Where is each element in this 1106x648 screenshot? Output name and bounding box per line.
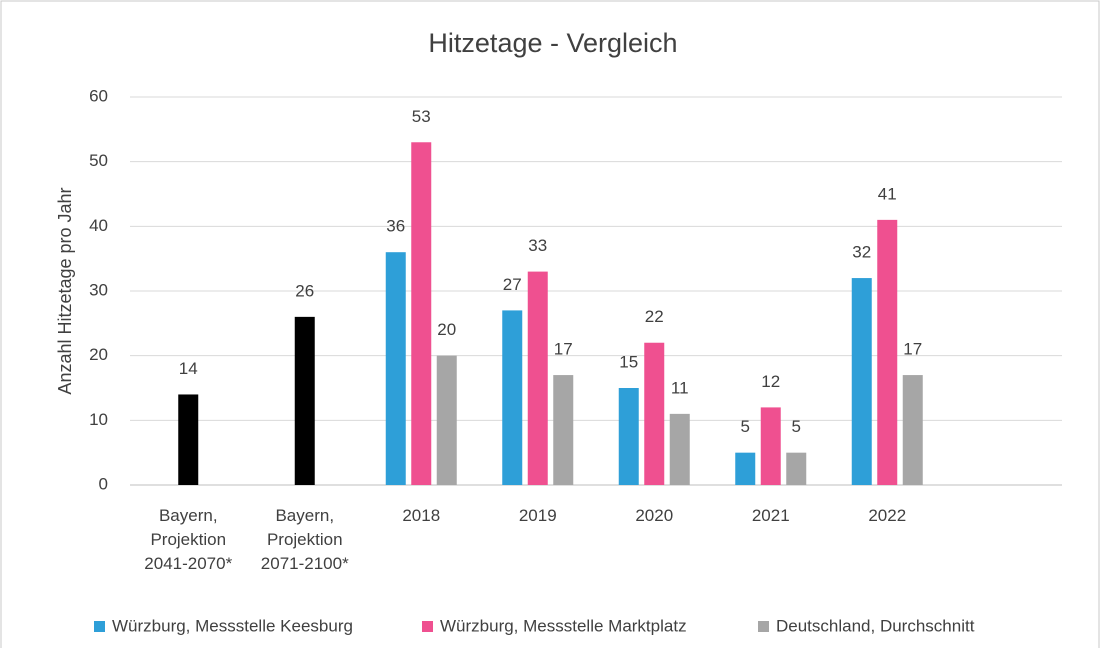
bar xyxy=(411,142,432,485)
data-label: 15 xyxy=(619,352,638,371)
x-tick-label: 2022 xyxy=(868,506,907,525)
y-tick-label: 60 xyxy=(89,86,108,105)
bar xyxy=(877,219,898,485)
data-label: 26 xyxy=(295,281,314,300)
legend-swatch xyxy=(422,621,433,632)
legend-label: Würzburg, Messstelle Keesburg xyxy=(112,616,353,635)
chart-title: Hitzetage - Vergleich xyxy=(428,28,677,58)
data-label: 27 xyxy=(503,275,522,294)
bar xyxy=(902,375,923,485)
data-label: 41 xyxy=(878,184,897,203)
y-tick-label: 40 xyxy=(89,216,108,235)
y-tick-label: 10 xyxy=(89,410,108,429)
bar xyxy=(786,452,807,485)
bar xyxy=(669,413,690,485)
data-label: 36 xyxy=(386,217,405,236)
data-label: 14 xyxy=(179,359,198,378)
bar xyxy=(851,278,872,485)
y-axis-label: Anzahl Hitzetage pro Jahr xyxy=(55,187,75,394)
x-tick-label: 2020 xyxy=(635,506,674,525)
bar xyxy=(644,342,665,485)
legend-label: Deutschland, Durchschnitt xyxy=(776,616,975,635)
x-tick-label: 2019 xyxy=(518,506,557,525)
legend-label: Würzburg, Messstelle Marktplatz xyxy=(440,616,687,635)
bar xyxy=(436,355,457,485)
y-tick-label: 20 xyxy=(89,345,108,364)
data-label: 33 xyxy=(528,236,547,255)
bar xyxy=(294,316,315,485)
bar xyxy=(178,394,199,485)
data-label: 17 xyxy=(554,340,573,359)
data-label: 5 xyxy=(741,417,750,436)
data-label: 17 xyxy=(903,340,922,359)
y-tick-label: 30 xyxy=(89,280,108,299)
data-label: 53 xyxy=(412,107,431,126)
y-tick-label: 0 xyxy=(99,474,108,493)
data-label: 5 xyxy=(792,417,801,436)
data-label: 22 xyxy=(645,307,664,326)
bar xyxy=(735,452,756,485)
data-label: 12 xyxy=(761,372,780,391)
data-label: 32 xyxy=(852,243,871,262)
x-tick-label: 2021 xyxy=(751,506,790,525)
bar xyxy=(618,388,639,485)
data-label: 20 xyxy=(437,320,456,339)
x-tick-label: Bayern, Projektion 2041-2070* xyxy=(144,506,233,573)
y-tick-label: 50 xyxy=(89,151,108,170)
legend-swatch xyxy=(758,621,769,632)
bar xyxy=(553,375,574,485)
legend-swatch xyxy=(94,621,105,632)
bar xyxy=(760,407,781,485)
x-tick-label: 2018 xyxy=(402,506,441,525)
bar xyxy=(527,271,548,485)
bar xyxy=(385,252,406,485)
x-tick-label: Bayern, Projektion 2071-2100* xyxy=(260,506,349,573)
bar xyxy=(502,310,523,485)
data-label: 11 xyxy=(671,378,689,397)
